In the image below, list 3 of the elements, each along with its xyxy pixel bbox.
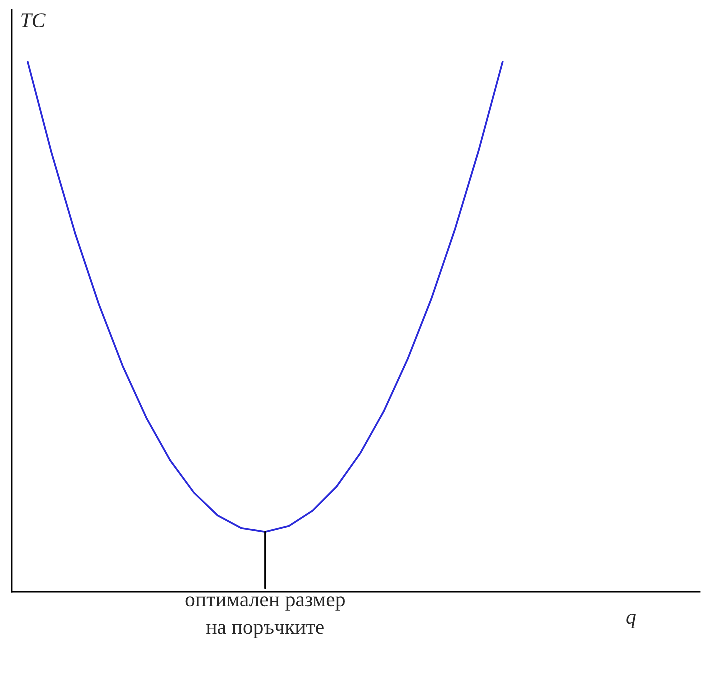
- annotation: оптимален размер на поръчките: [186, 596, 345, 638]
- text: q: [626, 614, 636, 628]
- y-axis-title: TC: [22, 14, 46, 28]
